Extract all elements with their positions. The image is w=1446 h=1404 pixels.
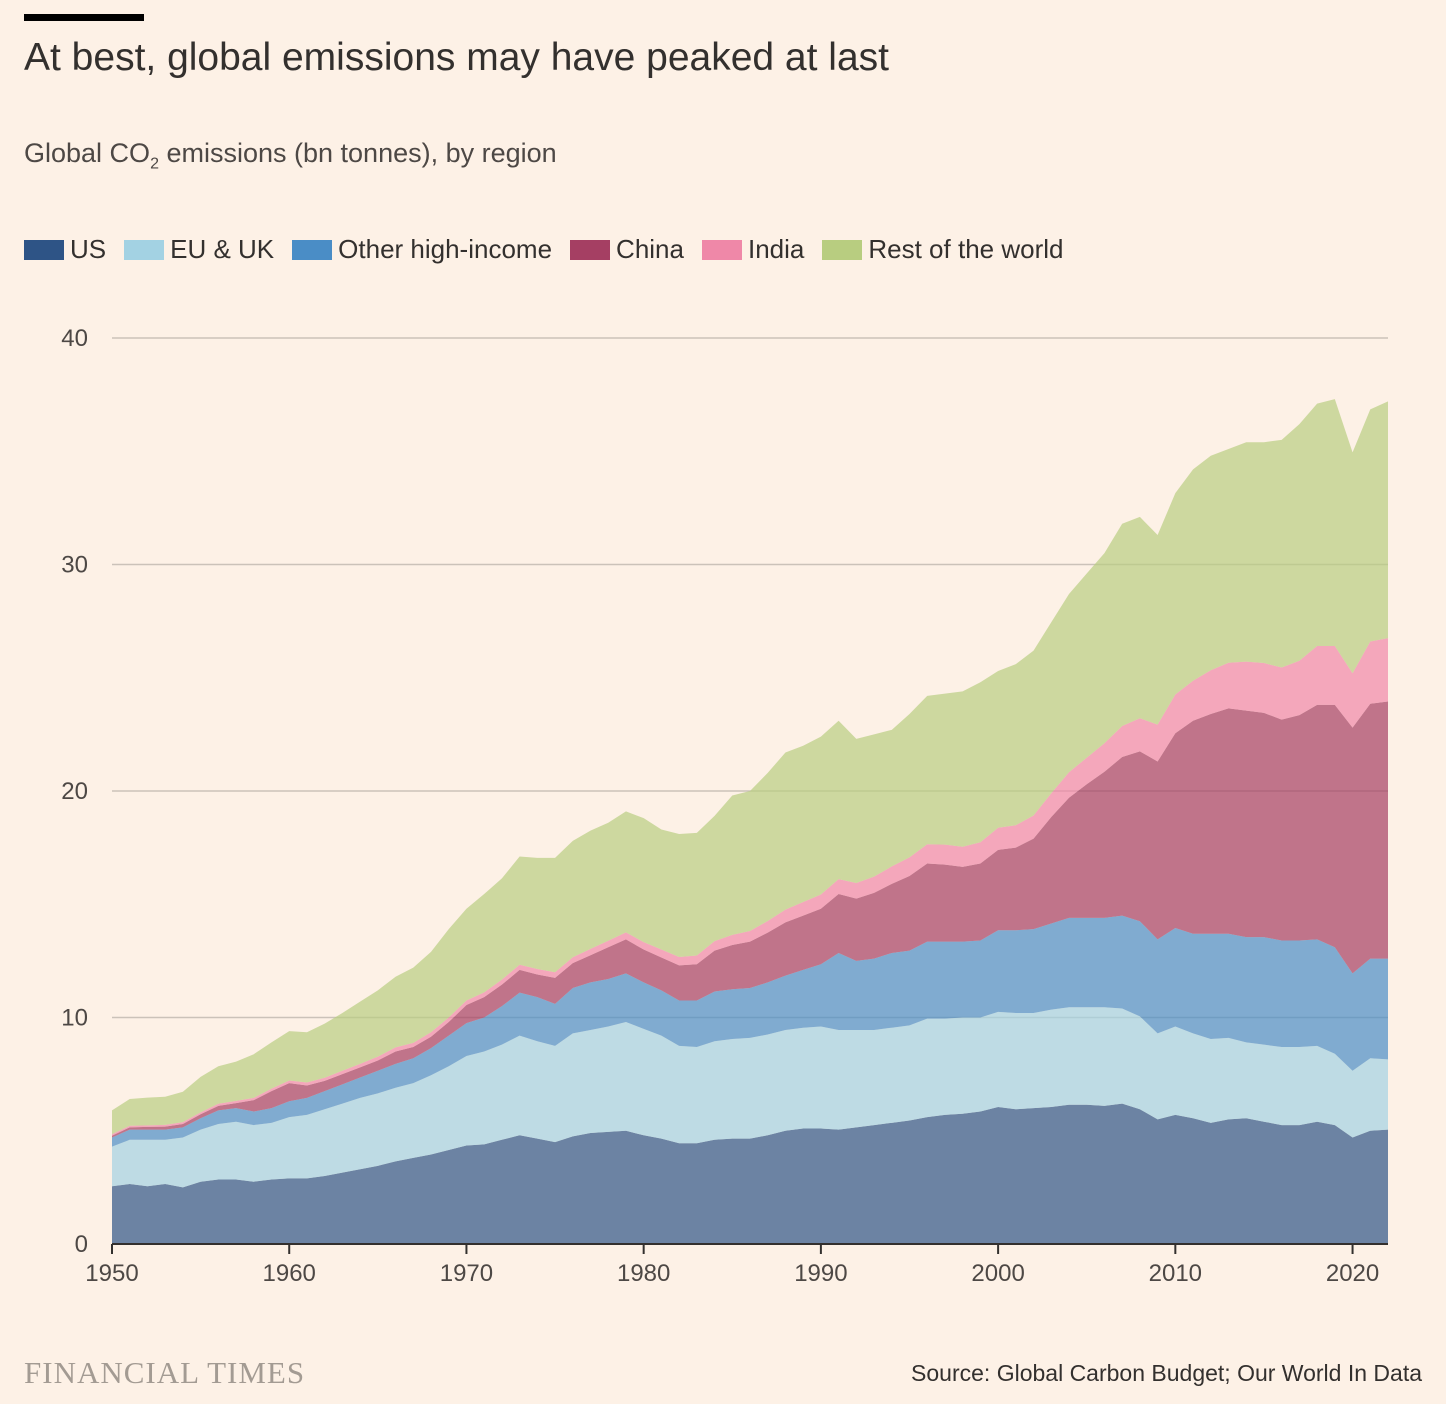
subtitle-subscript: 2 xyxy=(150,155,159,173)
x-tick-label-2000: 2000 xyxy=(971,1260,1024,1287)
x-tick-label-1970: 1970 xyxy=(440,1260,493,1287)
y-tick-label-30: 30 xyxy=(61,552,88,579)
legend: US EU & UK Other high-income China India… xyxy=(24,234,1081,265)
legend-label-other-high-income: Other high-income xyxy=(338,234,553,264)
y-tick-label-40: 40 xyxy=(61,325,88,352)
legend-label-eu-uk: EU & UK xyxy=(170,234,275,264)
chart-subtitle: Global CO2 emissions (bn tonnes), by reg… xyxy=(24,138,557,173)
area-rest-of-the-world xyxy=(112,399,1388,1135)
x-tick-label-2020: 2020 xyxy=(1326,1260,1379,1287)
x-tick-label-2010: 2010 xyxy=(1149,1260,1202,1287)
stacked-area-chart: 0 10 20 30 40 1950 1960 1970 1980 1990 2000 2010 202… xyxy=(61,325,1388,1287)
legend-item-china: China xyxy=(570,234,684,265)
legend-swatch-eu-uk xyxy=(124,239,165,260)
x-tick-label-1950: 1950 xyxy=(85,1260,138,1287)
legend-swatch-china xyxy=(570,239,611,260)
subtitle-suffix: emissions (bn tonnes), by region xyxy=(158,138,557,168)
legend-swatch-us xyxy=(24,239,64,260)
legend-item-us: US xyxy=(24,234,106,265)
x-tick-label-1960: 1960 xyxy=(263,1260,316,1287)
legend-label-us: US xyxy=(70,234,107,264)
legend-swatch-rest-of-world xyxy=(822,239,863,260)
legend-item-other-high-income: Other high-income xyxy=(292,234,552,265)
y-tick-label-10: 10 xyxy=(61,1005,88,1032)
ft-logo: FINANCIAL TIMES xyxy=(24,1355,306,1390)
y-tick-label-20: 20 xyxy=(61,778,88,805)
area-china xyxy=(112,701,1388,1138)
area-india xyxy=(112,638,1388,1136)
legend-swatch-other-high-income xyxy=(292,239,333,260)
area-eu-uk xyxy=(112,1007,1388,1188)
source-note: Source: Global Carbon Budget; Our World … xyxy=(911,1360,1422,1386)
subtitle-prefix: Global CO xyxy=(24,138,151,168)
x-tick-label-1990: 1990 xyxy=(794,1260,847,1287)
x-tick-label-1980: 1980 xyxy=(617,1260,670,1287)
legend-item-eu-uk: EU & UK xyxy=(124,234,274,265)
legend-item-india: India xyxy=(701,234,805,265)
legend-label-rest-of-world: Rest of the world xyxy=(868,234,1064,264)
legend-label-india: India xyxy=(747,234,805,264)
legend-label-china: China xyxy=(616,234,684,264)
area-other-high-income xyxy=(112,915,1388,1147)
chart-title: At best, global emissions may have peake… xyxy=(24,36,889,79)
y-tick-label-0: 0 xyxy=(75,1231,88,1258)
legend-swatch-india xyxy=(701,239,742,260)
legend-item-rest-of-world: Rest of the world xyxy=(822,234,1063,265)
top-accent-bar xyxy=(24,14,144,21)
area-us xyxy=(112,1103,1388,1244)
